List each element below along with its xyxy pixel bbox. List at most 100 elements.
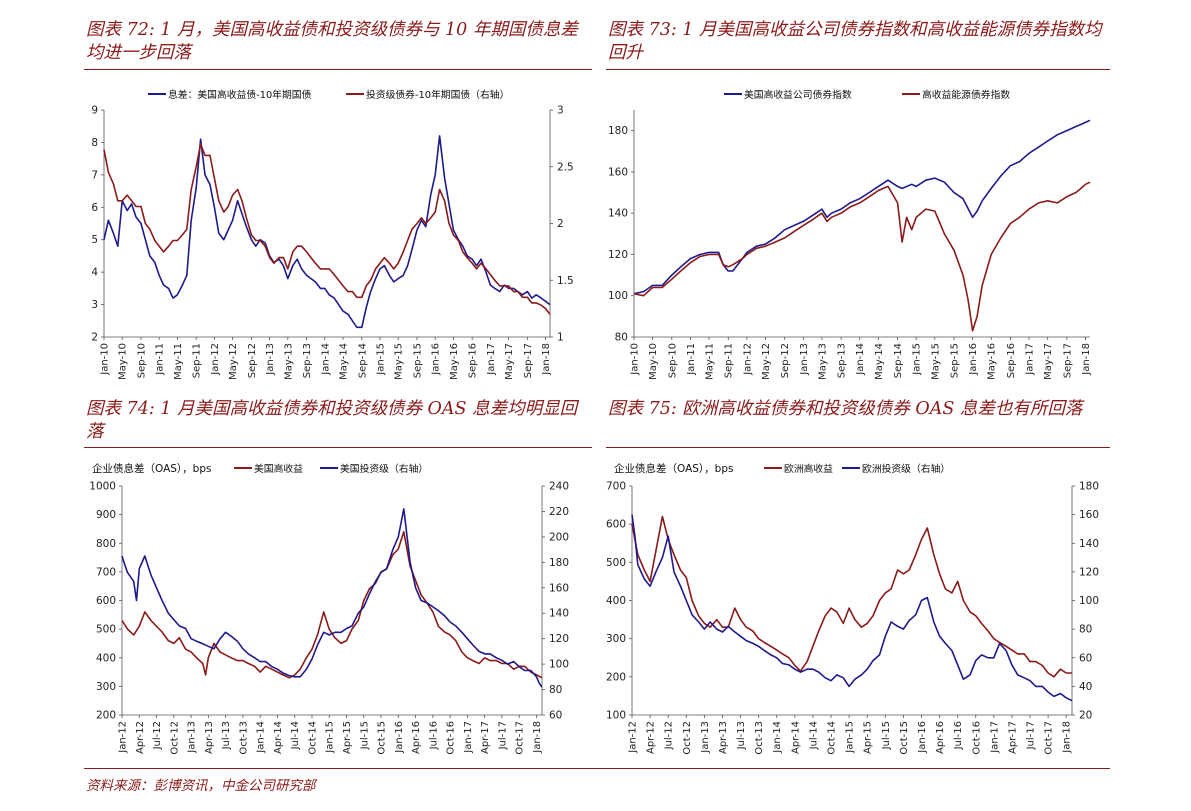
series-line: [633, 119, 1091, 295]
x-tick-label: Jan-18: [1062, 721, 1073, 754]
y-tick-label-right: 160: [549, 582, 569, 594]
x-tick-label: Jan-17: [989, 721, 1000, 754]
legend-label: 欧洲高收益: [784, 462, 833, 475]
x-tick-label: Jan-13: [799, 343, 810, 376]
x-tick-label: Jan-12: [742, 343, 753, 376]
x-tick-label: Jan-14: [320, 343, 331, 376]
x-tick-label: Jul-17: [497, 721, 508, 750]
x-tick-label: Jan-10: [630, 343, 641, 376]
y-tick-label-left: 100: [608, 290, 628, 302]
x-tick-label: Apr-14: [790, 721, 801, 754]
y-tick-label-right: 20: [1079, 710, 1092, 722]
x-tick-label: Oct-15: [899, 721, 910, 755]
y-tick-label-left: 7: [91, 169, 98, 181]
y-tick-label-left: 300: [606, 633, 626, 645]
x-tick-label: Jan-18: [541, 343, 552, 376]
x-tick-label: Sep-10: [136, 343, 147, 378]
x-tick-label: Jul-16: [428, 721, 439, 750]
x-tick-label: Jan-15: [912, 343, 923, 376]
x-tick-label: Oct-17: [515, 721, 526, 755]
x-tick-label: Sep-16: [1006, 343, 1017, 378]
x-tick-label: Apr-13: [718, 721, 729, 754]
y-tick-label-left: 80: [615, 332, 628, 344]
x-tick-label: May-16: [449, 343, 460, 380]
y-tick-label-right: 160: [1079, 509, 1099, 521]
footer-rule: [84, 768, 1110, 769]
y-tick-label-right: 100: [549, 659, 569, 671]
y-tick-label-right: 240: [549, 481, 569, 493]
x-tick-label: May-10: [118, 343, 129, 380]
y-tick-label-left: 4: [91, 267, 98, 279]
x-tick-label: Apr-13: [204, 721, 215, 754]
title-rule-73: [606, 69, 1110, 70]
x-tick-label: Sep-15: [949, 343, 960, 378]
x-tick-label: Apr-12: [135, 721, 146, 754]
y-tick-label-right: 1: [557, 332, 564, 344]
legend-prefix: 企业债息差（OAS），bps: [614, 462, 733, 475]
x-tick-label: May-14: [339, 343, 350, 380]
x-tick-label: Sep-13: [837, 343, 848, 378]
y-tick-label-left: 400: [606, 595, 626, 607]
x-tick-label: Jan-11: [686, 343, 697, 376]
x-tick-label: Jul-16: [953, 721, 964, 750]
y-tick-label-right: 120: [549, 633, 569, 645]
x-tick-label: Jan-17: [1025, 343, 1036, 376]
x-tick-label: Sep-11: [724, 343, 735, 378]
x-tick-label: May-12: [228, 343, 239, 380]
series-line: [631, 515, 1072, 678]
legend-label: 美国高收益: [254, 462, 303, 475]
x-tick-label: Oct-16: [446, 721, 457, 755]
x-tick-label: May-16: [987, 343, 998, 380]
y-tick-label-right: 80: [549, 684, 562, 696]
legend-label: 投资级债券-10年期国债（右轴）: [366, 88, 509, 101]
legend-label: 息差：美国高收益债-10年期国债: [168, 88, 312, 101]
y-tick-label-left: 500: [606, 557, 626, 569]
x-tick-label: Jan-10: [100, 343, 111, 376]
x-tick-label: Sep-17: [1062, 343, 1073, 378]
chart-us-hy-energy-index: 80 100 120 140 160 180 Jan-10 May-10 Sep-10 Jan-1…: [608, 88, 1092, 380]
y-tick-label-right: 140: [1079, 538, 1099, 550]
title-rule-74: [84, 447, 592, 448]
y-tick-label-right: 200: [549, 531, 569, 543]
y-tick-label-right: 60: [549, 710, 562, 722]
x-tick-label: Oct-14: [827, 721, 838, 755]
series-line: [121, 531, 543, 679]
x-tick-label: Sep-14: [357, 343, 368, 378]
y-tick-label-left: 1000: [89, 481, 116, 493]
y-tick-label-left: 300: [96, 681, 116, 693]
x-tick-label: Apr-16: [935, 721, 946, 754]
y-tick-label-right: 180: [1079, 481, 1099, 493]
x-tick-label: Jan-16: [431, 343, 442, 376]
x-tick-label: Apr-17: [1007, 721, 1018, 754]
x-tick-label: May-10: [648, 343, 659, 380]
figure-title-72: 图表 72: 1 月，美国高收益债和投资级债券与 10 年期国债息差均进一步回落: [86, 20, 578, 63]
y-tick-label-left: 700: [96, 566, 116, 578]
y-tick-label-left: 700: [606, 481, 626, 493]
y-tick-label-left: 500: [96, 624, 116, 636]
y-tick-label-right: 140: [549, 608, 569, 620]
legend-prefix: 企业债息差（OAS），bps: [92, 462, 211, 475]
x-tick-label: Sep-13: [302, 343, 313, 378]
y-tick-label-left: 140: [608, 208, 628, 220]
x-tick-label: Jan-18: [1081, 343, 1092, 376]
x-tick-label: Apr-16: [411, 721, 422, 754]
y-tick-label-left: 100: [606, 710, 626, 722]
y-tick-label-right: 120: [1079, 566, 1099, 578]
y-tick-label-left: 600: [96, 595, 116, 607]
y-tick-label-left: 120: [608, 249, 628, 261]
x-tick-label: May-11: [173, 343, 184, 380]
x-tick-label: Apr-15: [863, 721, 874, 754]
x-tick-label: Sep-10: [667, 343, 678, 378]
figure-title-73: 图表 73: 1 月美国高收益公司债券指数和高收益能源债券指数均回升: [608, 20, 1102, 63]
x-tick-label: Jul-12: [664, 721, 675, 750]
x-tick-label: Apr-15: [342, 721, 353, 754]
y-tick-label-left: 200: [606, 671, 626, 683]
y-tick-label-right: 60: [1079, 652, 1092, 664]
x-tick-label: Jul-17: [1026, 721, 1037, 750]
legend-label: 美国投资级（右轴）: [340, 462, 428, 475]
x-tick-label: Jan-15: [325, 721, 336, 754]
series-line: [103, 135, 551, 329]
x-tick-label: Jan-13: [265, 343, 276, 376]
chart-us-oas-spread: 200 300 400 500 600 700 800 900 1000 60 80 100 120 14…: [89, 462, 569, 755]
y-tick-label-left: 800: [96, 538, 116, 550]
